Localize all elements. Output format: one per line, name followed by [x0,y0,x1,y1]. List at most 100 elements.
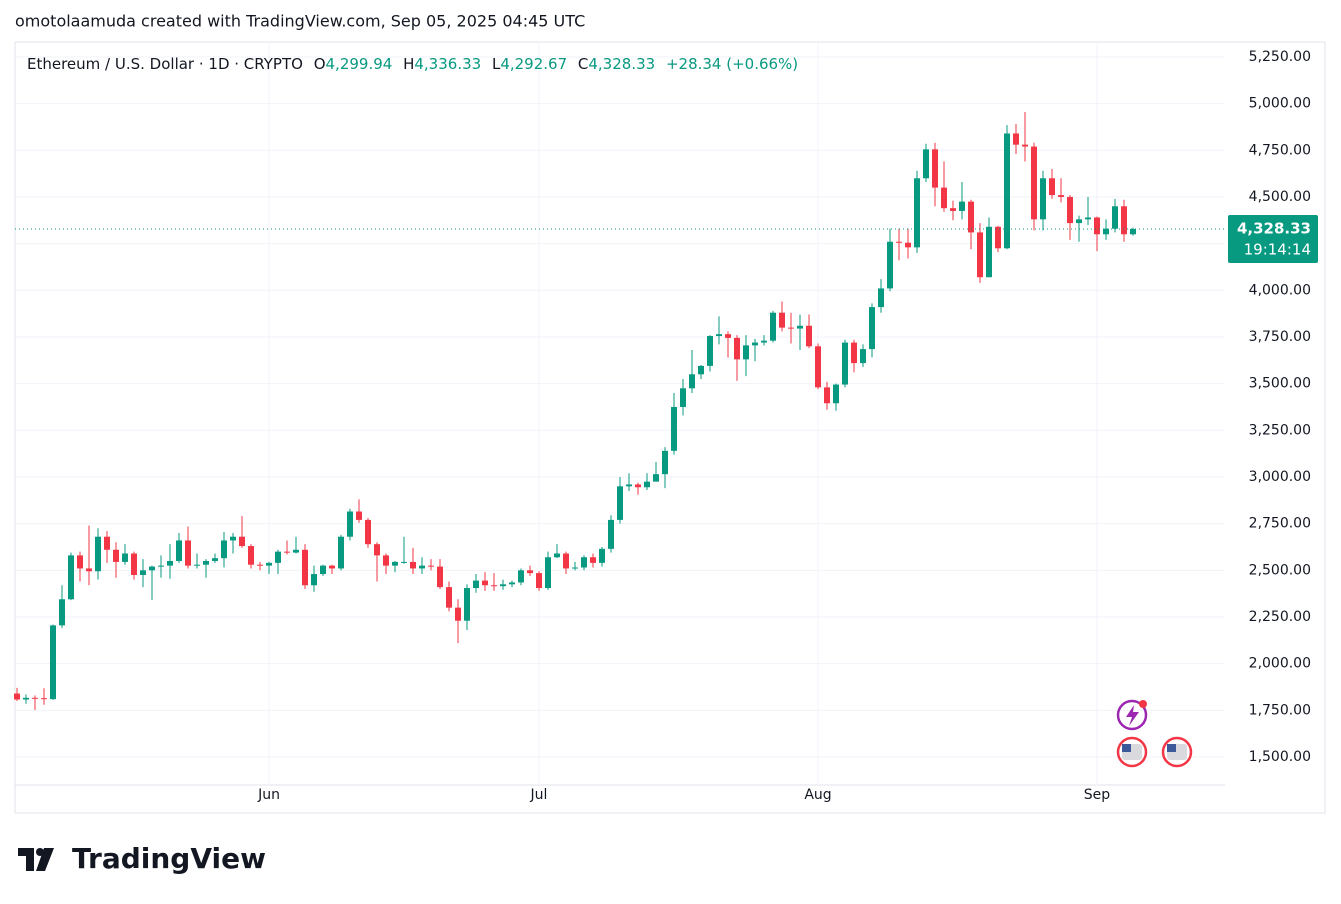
candle-body [626,484,632,487]
candle-body [869,307,875,350]
candle-body [338,536,344,569]
candle-body [491,585,497,587]
candle-body [518,570,524,583]
candle-body [842,342,848,385]
candle-body [275,551,281,563]
candle-body [59,599,65,626]
y-tick-label: 4,500.00 [1249,189,1311,205]
change: +28.34 (+0.66%) [666,55,798,73]
candle-body [410,561,416,569]
candle-body [527,570,533,574]
candle-body [833,384,839,404]
y-tick-label: 2,500.00 [1249,562,1311,578]
y-tick-label: 2,000.00 [1249,656,1311,672]
candle-body [590,557,596,563]
candle-body [662,450,668,475]
candle-body [1076,219,1082,224]
candle-body [221,540,227,559]
y-tick-label: 5,000.00 [1249,96,1311,112]
icon-dot [1139,700,1147,708]
logo-mark [18,848,34,871]
candle-body [500,584,506,587]
legend-header: Ethereum / U.S. Dollar · 1D · CRYPTO O4,… [27,55,798,73]
candle-body [644,481,650,488]
last-price-label: 4,328.33 [1237,219,1311,237]
candle-body [1031,146,1037,220]
event-icons [1116,699,1193,768]
candle-body [131,553,137,575]
candle-body [194,564,200,566]
candle-body [248,546,254,565]
candle-body [977,232,983,278]
candle-body [896,241,902,243]
candle-body [1112,206,1118,229]
candle-body [653,474,659,482]
candle-body [23,697,29,700]
candle-body [545,557,551,589]
low-label: L [492,55,501,73]
y-tick-label: 2,250.00 [1249,609,1311,625]
candle-body [14,693,20,700]
candle-body [68,555,74,600]
candle-body [140,570,146,575]
candle-body [941,187,947,209]
candle-body [311,574,317,586]
close-label: C [578,55,588,73]
x-tick-label: Aug [804,787,831,803]
candle-body [167,560,173,566]
candle-body [572,567,578,569]
high-value: 4,336.33 [414,55,481,73]
candle-body [365,519,371,545]
candle-body [950,208,956,211]
candle-body [905,242,911,248]
candle-body [536,573,542,589]
x-tick-label: Sep [1084,787,1111,803]
candle-body [1013,133,1019,145]
candle-body [113,549,119,562]
candle-body [347,511,353,537]
candle-body [959,201,965,211]
candle-body [1004,133,1010,249]
open-value: 4,299.94 [326,55,393,73]
candle-body [581,557,587,568]
candle-body [230,536,236,541]
candle-body [806,325,812,347]
candle-body [1022,144,1028,147]
y-tick-label: 5,250.00 [1249,49,1311,65]
candle-body [1094,217,1100,235]
icon-bolt [1126,705,1139,726]
candle-body [986,226,992,278]
candle-body [158,565,164,567]
candle-body [725,334,731,338]
candle-body [149,566,155,571]
candle-body [239,536,245,547]
x-tick-label: Jul [530,787,548,803]
candle-body [329,565,335,569]
candle-body [428,565,434,567]
countdown: 19:14:14 [1244,240,1311,258]
flag-canton [1167,744,1176,752]
candle-body [212,558,218,561]
brand-logo: TradingView [18,842,266,875]
candle-body [374,544,380,556]
y-tick-label: 3,750.00 [1249,329,1311,345]
candle-body [770,312,776,341]
candle-body [77,555,83,569]
candle-body [815,346,821,388]
logo-slash [36,848,54,871]
y-tick-label: 3,500.00 [1249,376,1311,392]
candle-body [419,565,425,569]
candle-body [41,698,47,700]
candle-body [95,536,101,572]
candle-body [698,365,704,375]
candle-body [716,334,722,337]
candle-body [914,178,920,248]
low-value: 4,292.67 [500,55,567,73]
candle-body [50,625,56,700]
candle-body [617,486,623,520]
candle-body [851,342,857,364]
y-tick-label: 2,750.00 [1249,516,1311,532]
candle-body [482,580,488,586]
candle-body [878,288,884,308]
